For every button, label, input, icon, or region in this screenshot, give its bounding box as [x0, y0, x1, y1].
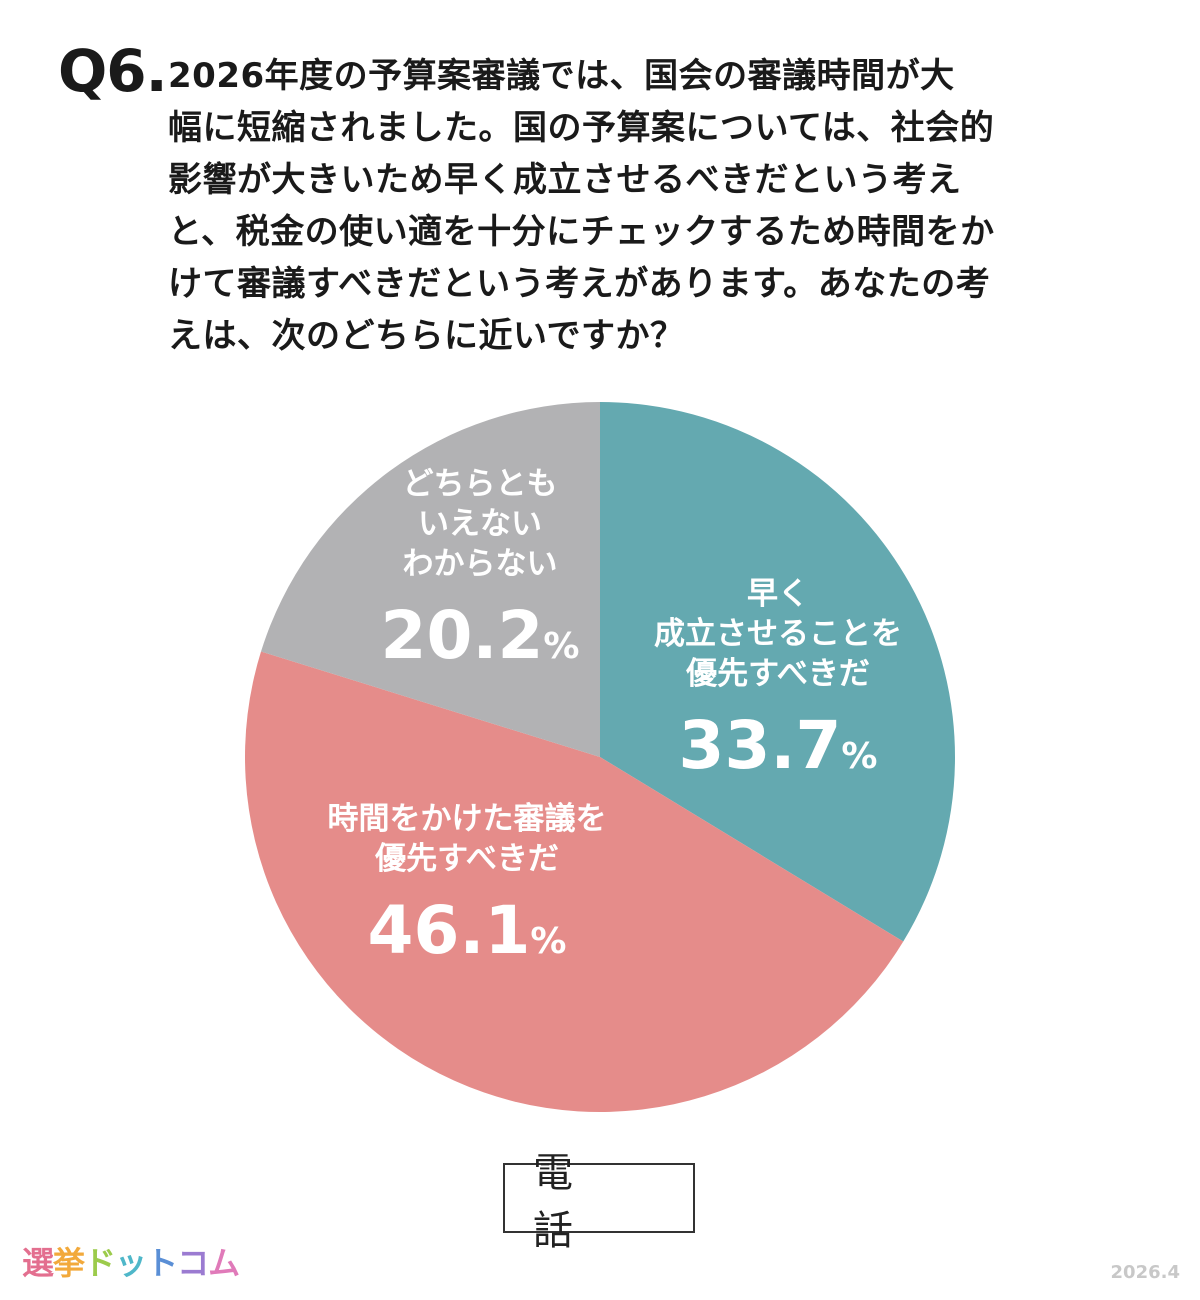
slice-category-label: いえない [418, 506, 542, 542]
question-line: 2026年度の予算案審議では、国会の審議時間が大 [168, 56, 955, 96]
survey-date: 2026.4 [1110, 1262, 1180, 1283]
logo-char: ッ [115, 1244, 147, 1282]
slice-category-label: どちらとも [403, 466, 558, 502]
slice-category-label: 優先すべきだ [685, 656, 870, 692]
slice-category-label: 成立させることを [654, 616, 902, 652]
logo-char: 挙 [53, 1244, 85, 1282]
logo-char: コ [177, 1244, 209, 1282]
slice-category-label: 優先すべきだ [374, 841, 559, 877]
slice-category-label: 時間をかけた審議を [328, 801, 607, 837]
slice-value-label: 46.1% [368, 892, 567, 969]
question-line: えは、次のどちらに近いですか？ [168, 316, 685, 356]
question-line: 影響が大きいため早く成立させるべきだという考え [168, 160, 962, 200]
question-line: けて審議すべきだという考えがあります。あなたの考 [168, 264, 991, 304]
survey-mode-badge: 電 話 [503, 1150, 695, 1254]
logo-char: ド [84, 1244, 116, 1282]
slice-category-label: 早く [747, 576, 809, 612]
slice-value-label: 33.7% [679, 707, 878, 784]
logo-char: ム [208, 1244, 240, 1282]
pie-slice [245, 651, 904, 1112]
slice-value-label: 20.2% [381, 597, 580, 674]
question-number: Q6. [58, 37, 168, 105]
pie-slice [600, 402, 955, 942]
question-line: と、税金の使い適を十分にチェックするため時間をか [168, 212, 995, 252]
question-line: 幅に短縮されました。国の予算案については、社会的 [168, 108, 995, 148]
site-logo: 選挙ドットコム [22, 1238, 240, 1284]
logo-char: ト [146, 1244, 178, 1282]
question-text: 2026年度の予算案審議では、国会の審議時間が大 幅に短縮されました。国の予算案… [168, 50, 1148, 362]
logo-char: 選 [22, 1244, 54, 1282]
slice-category-label: わからない [403, 546, 558, 582]
pie-slice [261, 402, 600, 757]
